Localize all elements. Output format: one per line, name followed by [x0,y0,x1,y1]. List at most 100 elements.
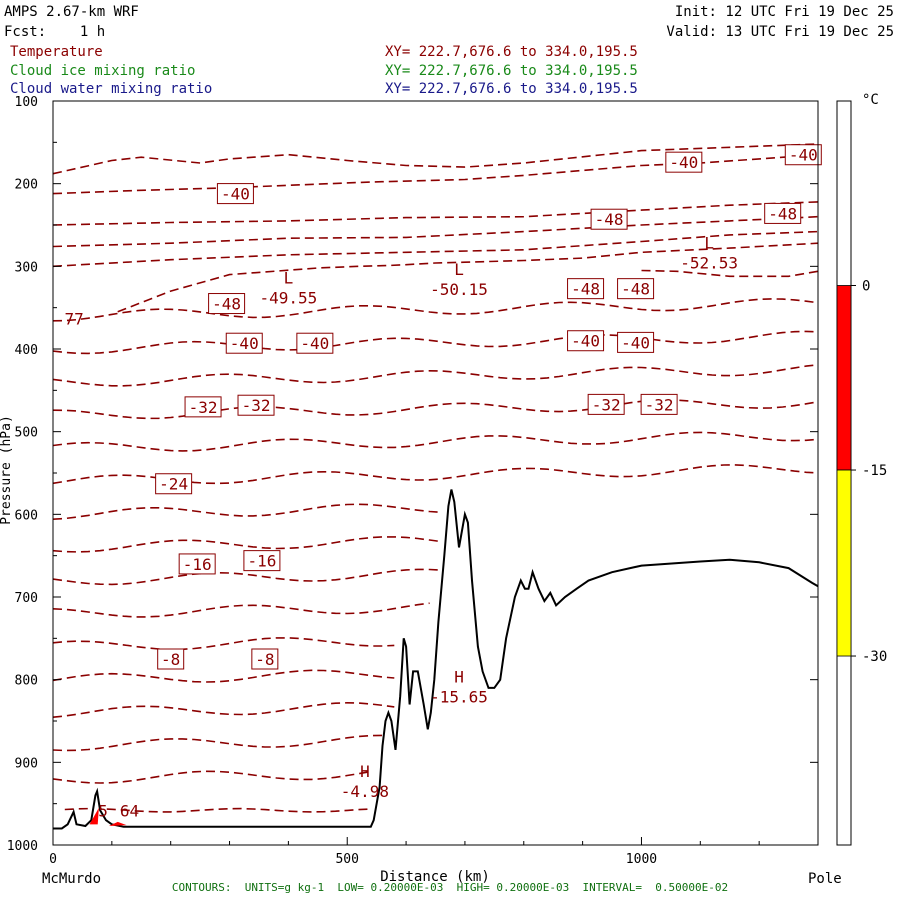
isotherm-line [52,364,819,387]
isotherm-line [52,431,819,452]
contour-label-box [587,393,625,415]
isotherm-line [52,734,395,752]
valid-time: Valid: 13 UTC Fri 19 Dec 25 [666,24,894,40]
contour-label-box [764,202,802,224]
isotherm-line [52,503,442,520]
extremum-letter: H [360,762,370,781]
extremum-value: -4.98 [341,782,389,801]
xy-cloud-water: XY= 222.7,676.6 to 334.0,195.5 [385,81,638,97]
isotherm-line [52,143,819,175]
x-tick-label: 0 [49,852,57,867]
contour-label: -32 [189,398,218,417]
y-tick-label: 200 [15,178,38,193]
contour-label: -40 [221,185,250,204]
contour-label: -48 [621,280,650,299]
isotherm-line [52,298,819,322]
isotherm-line [52,330,819,355]
y-tick-label: 600 [15,508,38,523]
colorbar-tick-label: 0 [862,279,870,295]
xy-temperature: XY= 222.7,676.6 to 334.0,195.5 [385,44,638,60]
contour-label: -40 [669,153,698,172]
colorbar-tick-label: -15 [862,463,887,479]
colorbar-band [836,285,852,471]
y-tick-label: 800 [15,674,38,689]
colorbar-band [836,469,852,657]
contour-label: -40 [230,334,259,353]
extremum-value: -49.55 [259,288,317,307]
extremum-letter: L [704,234,714,253]
contour-label-box [184,396,222,418]
contour-label: -16 [183,555,212,574]
contours-footer: CONTOURS: UNITS=g kg-1 LOW= 0.20000E-03 … [171,881,729,894]
y-tick-label: 400 [15,343,38,358]
contour-label-box [251,648,279,670]
x-endpoint-left: McMurdo [42,871,101,887]
contour-label-box [665,151,703,173]
contour-label-box [237,394,275,416]
extremum-letter: H [454,668,464,687]
y-tick-label: 700 [15,591,38,606]
isotherm-line [52,536,442,553]
contour-label-box [640,393,678,415]
isotherm-line [52,153,819,195]
contour-label-box [296,332,334,354]
x-axis-label: Distance (km) [380,869,490,885]
extremum-value: -50.15 [430,280,488,299]
contour-label-box [784,144,822,166]
x-tick-label: 1000 [626,852,657,867]
colorbar-tick-label: -30 [862,649,887,665]
isotherm-line [641,269,819,278]
y-tick-label: 1000 [7,839,38,854]
forecast-hour: Fcst: 1 h [4,24,106,40]
contour-label: -32 [592,395,621,414]
isotherm-line [52,701,395,718]
colorbar-unit: °C [862,92,879,108]
contour-label-box [243,550,281,572]
extremum-value: -52.53 [680,254,738,273]
xy-cloud-ice: XY= 222.7,676.6 to 334.0,195.5 [385,63,638,79]
contour-label-box [216,183,254,205]
contour-label: -8 [255,650,274,669]
cloud-patch [108,821,127,826]
field-cloud-ice: Cloud ice mixing ratio [10,63,196,79]
y-tick-label: 500 [15,426,38,441]
contour-label-box [617,331,655,353]
extremum-value: -15.65 [430,688,488,707]
contour-label-box [178,553,216,575]
contour-label-box [208,293,246,315]
contour-label: -40 [571,332,600,351]
contour-label: -48 [571,280,600,299]
y-axis-label: Pressure (hPa) [0,415,14,525]
contour-label: -40 [789,146,818,165]
contour-label-box [157,648,185,670]
extremum-letter: L [284,268,294,287]
contour-label: -48 [768,204,797,223]
contour-label: -32 [645,395,674,414]
contour-label: -8 [161,650,180,669]
edge-contour-label: 64 [120,801,139,820]
contour-label: -40 [621,333,650,352]
init-time: Init: 12 UTC Fri 19 Dec 25 [674,4,894,20]
isotherm-line [52,201,819,226]
isotherm-line [52,770,371,784]
y-tick-label: 300 [15,260,38,275]
field-cloud-water: Cloud water mixing ratio [10,81,213,97]
y-tick-label: 900 [15,756,38,771]
isotherm-line [64,807,371,813]
isotherm-line [52,602,430,618]
contour-label-box [617,278,655,300]
edge-contour-label: 5 [98,801,108,820]
x-endpoint-right: Pole [808,871,842,887]
extremum-letter: L [454,260,464,279]
field-temperature: Temperature [10,44,103,60]
isotherm-line [52,637,395,651]
contour-label-box [567,330,605,352]
contour-label: -32 [242,396,271,415]
contour-label-box [567,278,605,300]
isotherm-line [117,242,819,313]
contour-label: -16 [247,552,276,571]
contour-label-box [590,208,628,230]
contour-label-box [155,473,193,495]
model-title: AMPS 2.67-km WRF [4,4,139,20]
